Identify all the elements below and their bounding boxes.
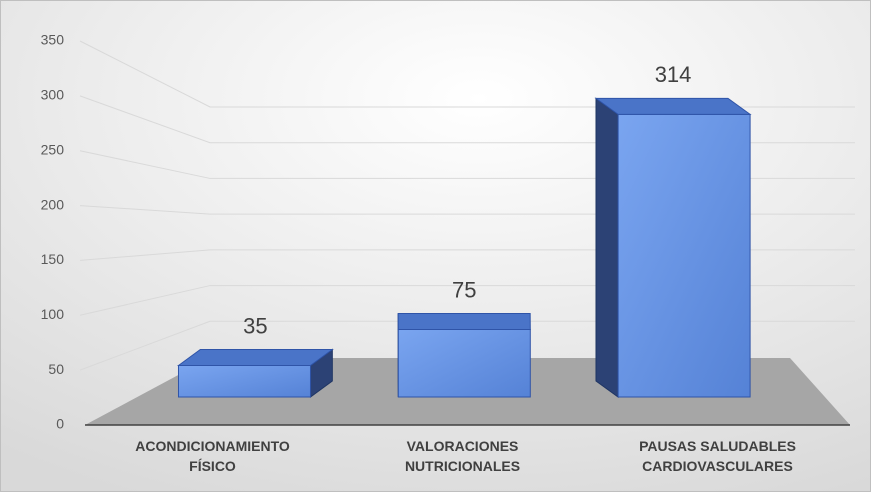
bar-top [397,313,531,330]
bar-top [176,349,334,366]
y-tick-label: 100 [41,306,65,322]
x-tick-label: ACONDICIONAMIENTO FÍSICO [135,438,290,474]
bar-front [397,329,531,398]
y-tick-label: 300 [41,87,65,103]
x-tick-label: VALORACIONES NUTRICIONALES [404,438,521,474]
bar [176,348,334,398]
y-tick-label: 0 [56,416,64,432]
data-label: 35 [243,313,267,338]
x-tick-label: PAUSAS SALUDABLES CARDIOVASCULARES [639,438,796,474]
y-tick-label: 350 [41,32,65,48]
y-tick-label: 50 [48,361,64,377]
bar-front [617,113,751,398]
bar-side [595,97,619,398]
bar-top [594,97,752,115]
y-tick-label: 200 [41,196,65,212]
data-label: 314 [655,62,692,87]
bar [397,313,531,398]
bar-front [177,365,311,398]
data-label: 75 [452,277,476,302]
bar [594,97,752,398]
y-tick-label: 150 [41,251,65,267]
y-tick-label: 250 [41,141,65,157]
